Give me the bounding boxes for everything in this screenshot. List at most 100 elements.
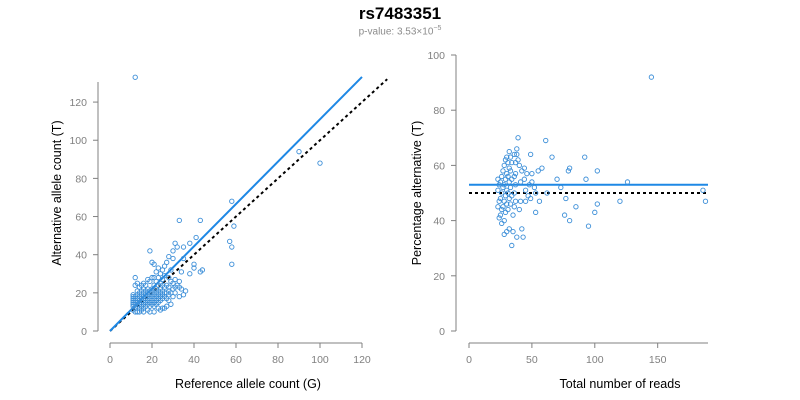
data-point	[501, 231, 507, 238]
data-point	[529, 179, 535, 185]
p-value-exponent: −5	[433, 25, 442, 32]
data-point	[168, 301, 174, 307]
data-point	[499, 206, 505, 213]
data-point	[520, 234, 526, 240]
data-point	[522, 187, 529, 193]
data-point	[497, 195, 504, 202]
data-point	[624, 179, 631, 185]
scatter-plot-allele-counts: 0 20 40 60 80 100 120 0 20 40 60 80 100 120 Referenc…	[50, 74, 388, 391]
data-point	[515, 157, 521, 163]
data-point	[617, 198, 623, 204]
data-point	[502, 157, 509, 163]
y-tick-label: 80	[75, 173, 87, 185]
y-tick-label: 20	[433, 271, 445, 283]
y-axis-title: Percentage alternative (T)	[410, 121, 424, 266]
data-point	[180, 244, 187, 250]
chart-title: rs7483351	[358, 4, 442, 23]
data-point	[573, 204, 579, 210]
data-point	[176, 217, 182, 224]
x-tick-label: 100	[586, 354, 604, 366]
y-tick-label: 100	[427, 50, 445, 62]
data-point	[510, 228, 516, 235]
data-point	[509, 159, 515, 166]
data-point	[583, 176, 589, 182]
data-point	[549, 154, 555, 160]
data-point	[561, 212, 568, 218]
data-point	[166, 253, 172, 260]
y-tick-label: 40	[433, 216, 445, 228]
data-point	[231, 223, 237, 229]
data-point	[504, 154, 510, 160]
data-point	[170, 255, 176, 262]
data-point	[526, 182, 533, 188]
data-point	[174, 244, 180, 250]
data-point	[500, 204, 506, 210]
data-point	[170, 248, 176, 254]
data-point	[502, 193, 509, 199]
data-point	[499, 190, 505, 196]
data-point	[506, 179, 512, 185]
y-tick-label: 20	[75, 288, 87, 300]
data-point	[496, 198, 502, 204]
x-axis-title: Total number of reads	[560, 377, 681, 391]
data-point	[178, 286, 185, 292]
data-point	[533, 190, 539, 196]
data-point	[511, 204, 517, 210]
data-point	[191, 261, 197, 267]
y-tick-label: 80	[433, 105, 445, 117]
data-point	[227, 238, 233, 244]
data-point	[229, 261, 235, 267]
y-tick-label: 40	[75, 250, 87, 262]
data-point	[516, 162, 522, 169]
data-point	[594, 168, 600, 174]
data-point	[512, 182, 519, 188]
p-value-label: p-value: 3.53×10−5	[0, 25, 800, 37]
data-point	[527, 151, 534, 158]
x-tick-label: 150	[649, 354, 667, 366]
data-point	[700, 187, 706, 193]
data-point	[510, 212, 516, 218]
data-point	[509, 242, 515, 249]
data-point	[501, 182, 507, 188]
reference-line	[109, 78, 388, 332]
data-point	[161, 305, 168, 311]
data-point	[178, 269, 185, 275]
data-point	[566, 165, 573, 171]
data-point	[172, 290, 178, 296]
data-point	[506, 226, 512, 232]
y-tick-label: 0	[439, 326, 445, 338]
data-point	[539, 165, 545, 171]
data-point	[525, 193, 531, 199]
data-point	[512, 198, 519, 204]
x-tick-label: 0	[107, 354, 113, 366]
data-point	[153, 269, 159, 275]
data-point	[176, 294, 182, 300]
data-point	[648, 74, 655, 80]
data-point	[193, 234, 199, 241]
data-point	[512, 159, 519, 166]
x-tick-label: 100	[311, 354, 329, 366]
data-point	[495, 176, 501, 182]
data-point	[496, 215, 502, 221]
data-point	[159, 276, 166, 283]
data-point	[166, 284, 172, 290]
data-point	[514, 151, 520, 158]
x-tick-label: 40	[188, 354, 200, 366]
data-point	[317, 160, 323, 166]
data-point	[499, 173, 505, 180]
x-tick-label: 20	[146, 354, 158, 366]
data-point	[507, 154, 514, 160]
data-point	[506, 165, 512, 171]
data-point	[515, 135, 521, 141]
p-value-prefix: p-value: 3.53×10	[358, 26, 434, 38]
data-point	[495, 187, 501, 193]
data-point	[563, 195, 569, 202]
data-point	[529, 171, 535, 177]
data-point	[558, 184, 564, 191]
data-point	[517, 198, 524, 204]
data-point	[501, 198, 507, 204]
data-point	[501, 162, 507, 169]
data-point	[522, 198, 529, 204]
data-point	[199, 267, 206, 273]
